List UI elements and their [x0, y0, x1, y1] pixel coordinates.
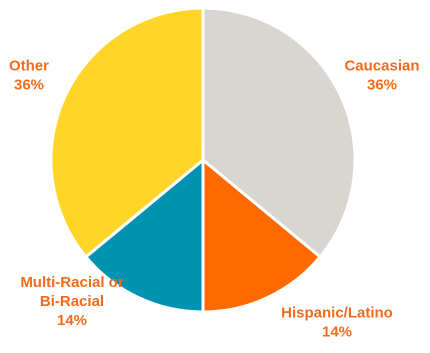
slice-name-label: Caucasian [344, 57, 419, 74]
slice-name-label: Hispanic/Latino [281, 304, 393, 321]
slice-value-label: 36% [14, 76, 44, 93]
slice-name-label: Other [9, 57, 49, 74]
slice-label-multi-racial-or-bi-racial: Multi-Racial or Bi-Racial 14% [20, 274, 124, 329]
slice-value-label: 36% [367, 76, 397, 93]
slice-name-label: Bi-Racial [40, 293, 104, 310]
pie-slices [49, 6, 357, 314]
pie-slice-caucasian [201, 6, 357, 259]
pie-slice-other [49, 6, 205, 259]
slice-label-caucasian: Caucasian 36% [344, 57, 419, 93]
slice-name-label: Multi-Racial or [20, 274, 124, 291]
slice-label-other: Other 36% [9, 57, 49, 93]
pie-slice-hispanic-latino [201, 158, 322, 314]
slice-label-hispanic-latino: Hispanic/Latino 14% [281, 304, 393, 340]
slice-value-label: 14% [322, 323, 352, 340]
pie-slice-multi-racial-or-bi-racial [84, 158, 205, 314]
slice-value-label: 14% [57, 312, 87, 329]
pie-labels: Caucasian 36%Hispanic/Latino 14%Multi-Raci… [9, 57, 420, 340]
